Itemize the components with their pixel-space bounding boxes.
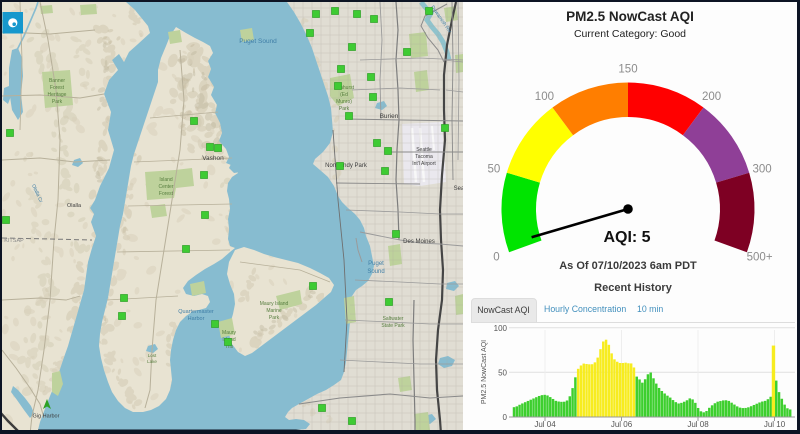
svg-text:PM2.5 NowCast AQI: PM2.5 NowCast AQI: [481, 340, 488, 404]
svg-text:Puget: Puget: [368, 261, 384, 267]
svg-text:Gig Harbor: Gig Harbor: [33, 414, 60, 420]
svg-text:Saltwater: Saltwater: [383, 316, 404, 322]
svg-text:Lake: Lake: [147, 359, 157, 364]
svg-text:Seahurst: Seahurst: [334, 85, 355, 91]
svg-text:200: 200: [702, 91, 721, 103]
svg-text:Maury: Maury: [222, 330, 236, 336]
svg-text:Maury Island: Maury Island: [260, 301, 289, 307]
svg-text:100: 100: [535, 91, 554, 103]
svg-text:Vashon: Vashon: [202, 155, 224, 162]
svg-text:Sound: Sound: [367, 269, 384, 275]
svg-text:50: 50: [488, 163, 501, 175]
svg-text:Olalla: Olalla: [67, 203, 82, 209]
svg-text:Sea: Sea: [454, 186, 464, 192]
svg-text:Seattle: Seattle: [416, 147, 432, 153]
svg-text:(Ed: (Ed: [340, 92, 348, 98]
svg-text:Trls: Trls: [225, 344, 234, 350]
svg-text:Jul 06: Jul 06: [611, 420, 633, 429]
svg-text:Forest: Forest: [159, 191, 174, 197]
svg-text:Island: Island: [159, 177, 173, 183]
svg-text:Tacoma: Tacoma: [415, 154, 433, 160]
svg-text:Marine: Marine: [266, 308, 282, 314]
svg-text:KITSAP: KITSAP: [4, 238, 24, 244]
svg-text:500+: 500+: [747, 251, 773, 263]
svg-text:State Park: State Park: [381, 323, 405, 329]
svg-text:0: 0: [503, 413, 508, 422]
svg-text:Heritage: Heritage: [48, 92, 67, 98]
svg-text:Munro): Munro): [336, 99, 352, 105]
svg-text:Forest: Forest: [50, 85, 65, 91]
svg-text:Park: Park: [269, 315, 280, 321]
svg-text:Burien: Burien: [380, 113, 399, 120]
svg-text:Puget Sound: Puget Sound: [239, 38, 277, 45]
svg-text:Banner: Banner: [49, 78, 65, 84]
svg-text:Int'l Airport: Int'l Airport: [412, 161, 436, 167]
svg-text:150: 150: [618, 64, 637, 76]
svg-text:Center: Center: [158, 184, 173, 190]
svg-text:Park: Park: [339, 106, 350, 112]
svg-text:Park: Park: [52, 99, 63, 105]
svg-text:50: 50: [498, 369, 507, 378]
svg-text:Jul 04: Jul 04: [534, 420, 556, 429]
svg-text:Harbor: Harbor: [188, 316, 205, 322]
svg-text:100: 100: [494, 325, 508, 333]
svg-text:Quartermaster: Quartermaster: [178, 309, 214, 315]
svg-text:300: 300: [753, 163, 772, 175]
svg-text:Jul 10: Jul 10: [764, 420, 786, 429]
svg-text:Normandy Park: Normandy Park: [325, 163, 368, 169]
svg-text:Des Moines: Des Moines: [403, 239, 435, 245]
svg-text:Jul 08: Jul 08: [687, 420, 709, 429]
svg-text:0: 0: [493, 251, 499, 263]
svg-text:Lost: Lost: [148, 353, 157, 358]
